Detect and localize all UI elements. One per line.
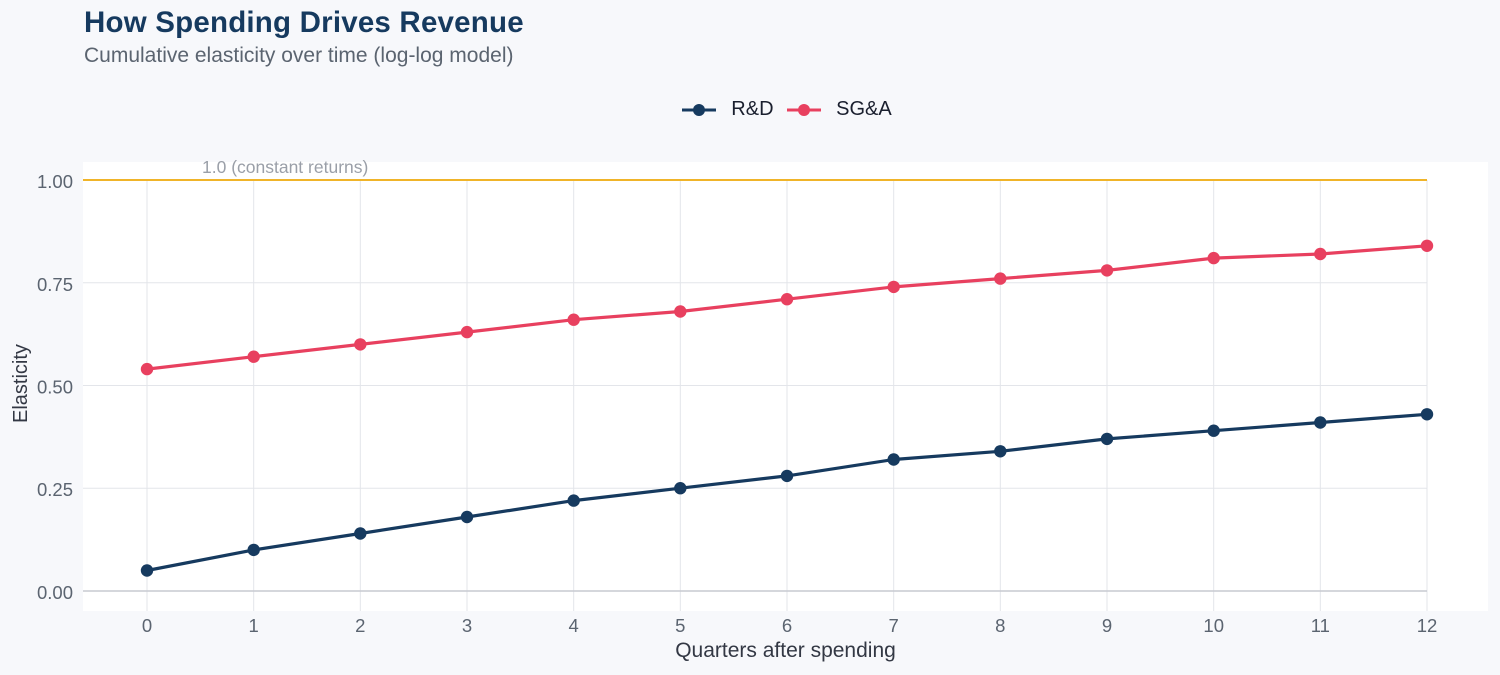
- svg-text:10: 10: [1203, 615, 1224, 636]
- svg-text:0.00: 0.00: [37, 582, 73, 603]
- svg-text:0.25: 0.25: [37, 479, 73, 500]
- svg-text:12: 12: [1417, 615, 1438, 636]
- svg-text:0.75: 0.75: [37, 274, 73, 295]
- svg-text:9: 9: [1102, 615, 1112, 636]
- svg-text:0: 0: [142, 615, 152, 636]
- svg-text:8: 8: [995, 615, 1005, 636]
- svg-text:2: 2: [355, 615, 365, 636]
- svg-text:11: 11: [1311, 615, 1330, 636]
- svg-text:1: 1: [249, 615, 259, 636]
- svg-text:4: 4: [569, 615, 579, 636]
- svg-text:1.00: 1.00: [37, 171, 73, 192]
- svg-text:7: 7: [889, 615, 899, 636]
- svg-text:3: 3: [462, 615, 472, 636]
- svg-text:0.50: 0.50: [37, 377, 73, 398]
- svg-text:1.0 (constant returns): 1.0 (constant returns): [202, 157, 368, 177]
- svg-text:6: 6: [782, 615, 792, 636]
- svg-text:5: 5: [675, 615, 685, 636]
